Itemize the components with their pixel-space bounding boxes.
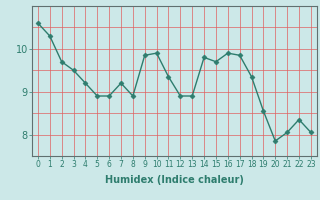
X-axis label: Humidex (Indice chaleur): Humidex (Indice chaleur)	[105, 175, 244, 185]
